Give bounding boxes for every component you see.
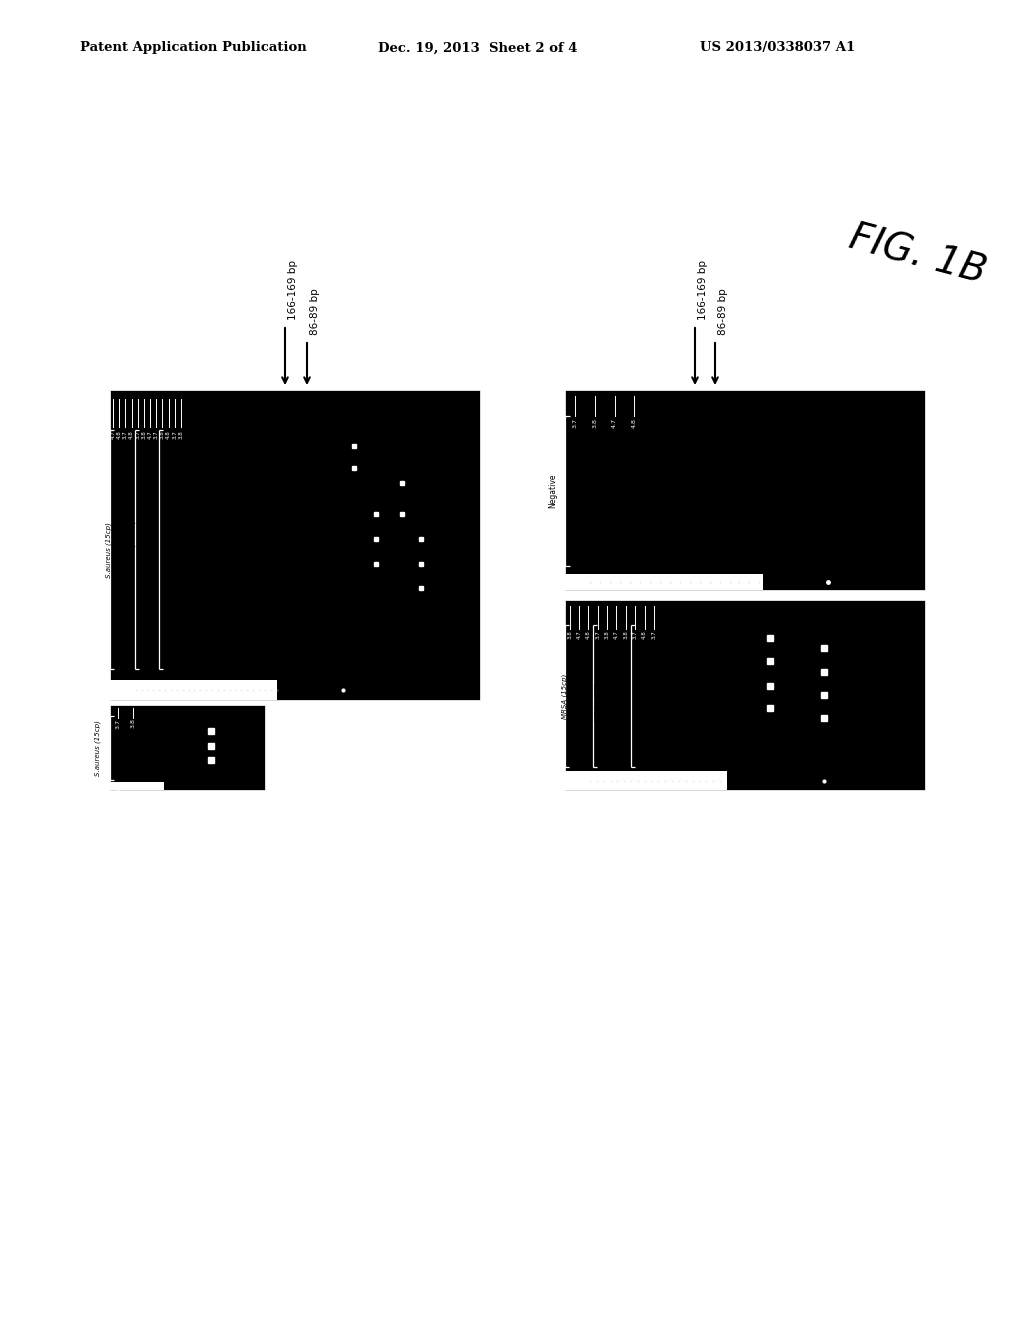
Text: Patent Application Publication: Patent Application Publication (80, 41, 307, 54)
Bar (565, 574, 763, 590)
Text: 4.8: 4.8 (642, 631, 647, 639)
Text: US 2013/0338037 A1: US 2013/0338037 A1 (700, 41, 855, 54)
Text: 3.8: 3.8 (160, 430, 165, 440)
Text: 3.8: 3.8 (592, 418, 597, 428)
Text: Negative: Negative (549, 474, 557, 508)
Bar (110, 705, 265, 789)
Text: 4.8: 4.8 (166, 430, 171, 440)
Text: 3.7: 3.7 (154, 430, 159, 440)
Text: 4.7: 4.7 (614, 631, 618, 639)
Text: MRSA (185cp): MRSA (185cp) (595, 671, 601, 721)
Text: 4.8: 4.8 (129, 430, 134, 440)
Text: 3.8: 3.8 (141, 430, 146, 440)
Text: Dec. 19, 2013  Sheet 2 of 4: Dec. 19, 2013 Sheet 2 of 4 (378, 41, 578, 54)
Text: 3.7: 3.7 (595, 631, 600, 639)
Text: 3.8: 3.8 (624, 631, 629, 639)
Text: 3.8: 3.8 (178, 430, 183, 440)
Bar (565, 771, 727, 789)
Text: FIG. 1B: FIG. 1B (846, 219, 990, 292)
Bar (110, 389, 480, 700)
Text: MRSA (15cp): MRSA (15cp) (562, 673, 568, 718)
Text: S.aureus (15cp): S.aureus (15cp) (105, 521, 112, 578)
Text: 3.8: 3.8 (567, 631, 572, 639)
Text: 166-169 bp: 166-169 bp (288, 260, 298, 319)
Text: 3.7: 3.7 (172, 430, 177, 440)
Text: 4.8: 4.8 (586, 631, 591, 639)
Text: 166-169 bp: 166-169 bp (698, 260, 708, 319)
Text: 4.7: 4.7 (147, 430, 153, 440)
Bar (565, 389, 925, 590)
Text: Neg: Neg (623, 689, 629, 704)
Text: 86-89 bp: 86-89 bp (718, 288, 728, 335)
Text: 86-89 bp: 86-89 bp (310, 288, 319, 335)
Text: 4.8: 4.8 (632, 418, 637, 428)
Text: 3.8: 3.8 (131, 718, 136, 729)
Text: S.aureus (185cp): S.aureus (185cp) (130, 520, 136, 579)
Text: 4.7: 4.7 (111, 430, 116, 440)
Text: 3.7: 3.7 (572, 418, 578, 428)
Text: 4.7: 4.7 (612, 418, 617, 428)
Text: 3.7: 3.7 (633, 631, 638, 639)
Text: 3.8: 3.8 (604, 631, 609, 639)
Text: S.aureus (15cp): S.aureus (15cp) (95, 719, 101, 776)
Text: 4.8: 4.8 (117, 430, 122, 440)
Text: 3.7: 3.7 (123, 430, 128, 440)
Text: 3.7: 3.7 (135, 430, 140, 440)
Bar (110, 781, 164, 789)
Bar (110, 680, 276, 700)
Text: 4.7: 4.7 (577, 631, 582, 639)
Text: MRSA (15cp): MRSA (15cp) (152, 527, 158, 573)
Text: 3.7: 3.7 (116, 718, 120, 729)
Text: 3.7: 3.7 (651, 631, 656, 639)
Bar (565, 601, 925, 789)
